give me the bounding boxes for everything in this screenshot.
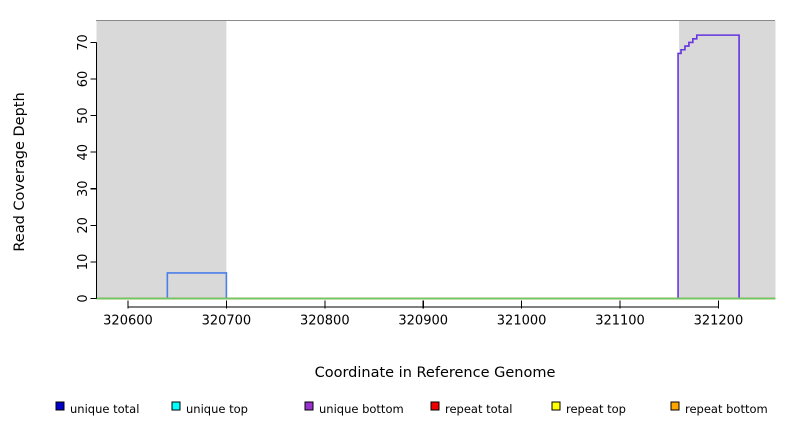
chart-legend: unique total unique top unique bottom repea… xyxy=(55,401,768,416)
y-axis-title: Read Coverage Depth xyxy=(12,92,28,251)
legend-label: unique bottom xyxy=(319,402,404,416)
legend-item-unique-total[interactable]: unique total xyxy=(55,401,139,416)
y-tick-label: 60 xyxy=(76,71,91,88)
legend-item-repeat-total[interactable]: repeat total xyxy=(430,401,512,416)
legend-item-repeat-bottom[interactable]: repeat bottom xyxy=(670,401,768,416)
legend-label: repeat top xyxy=(566,402,626,416)
y-tick-label: 20 xyxy=(76,217,91,234)
legend-label: unique total xyxy=(70,402,139,416)
x-axis: 320600 320700 320800 320900 321000 321100 3212… xyxy=(103,300,744,329)
y-tick-label: 30 xyxy=(76,180,91,197)
series-line-unique-bottom xyxy=(96,34,776,300)
x-tick-label: 321000 xyxy=(497,314,547,329)
legend-swatch-icon xyxy=(670,401,680,411)
shaded-regions-group xyxy=(96,20,776,299)
x-tick-label: 321200 xyxy=(694,314,744,329)
legend-label: repeat bottom xyxy=(685,402,768,416)
y-tick-label: 40 xyxy=(76,144,91,161)
legend-swatch-icon xyxy=(304,401,314,411)
y-tick-label: 70 xyxy=(76,34,91,51)
repeat-region-left xyxy=(96,20,227,299)
x-tick-label: 321100 xyxy=(595,314,645,329)
legend-item-unique-bottom[interactable]: unique bottom xyxy=(304,401,404,416)
legend-swatch-icon xyxy=(430,401,440,411)
legend-label: repeat total xyxy=(445,402,512,416)
legend-swatch-icon xyxy=(55,401,65,411)
x-tick-label: 320800 xyxy=(300,314,350,329)
x-tick-label: 320600 xyxy=(103,314,153,329)
legend-swatch-icon xyxy=(171,401,181,411)
data-series-group xyxy=(96,34,776,300)
repeat-region-right xyxy=(679,20,776,299)
y-tick-label: 10 xyxy=(76,254,91,271)
y-axis: 0 10 20 30 40 50 60 70 xyxy=(76,34,98,303)
x-tick-label: 320700 xyxy=(202,314,252,329)
y-tick-label: 0 xyxy=(76,294,91,302)
legend-label: unique top xyxy=(186,402,248,416)
y-tick-label: 50 xyxy=(76,107,91,124)
x-tick-label: 320900 xyxy=(398,314,448,329)
legend-swatch-icon xyxy=(551,401,561,411)
legend-item-repeat-top[interactable]: repeat top xyxy=(551,401,626,416)
x-axis-title: Coordinate in Reference Genome xyxy=(315,365,556,381)
legend-item-unique-top[interactable]: unique top xyxy=(171,401,248,416)
